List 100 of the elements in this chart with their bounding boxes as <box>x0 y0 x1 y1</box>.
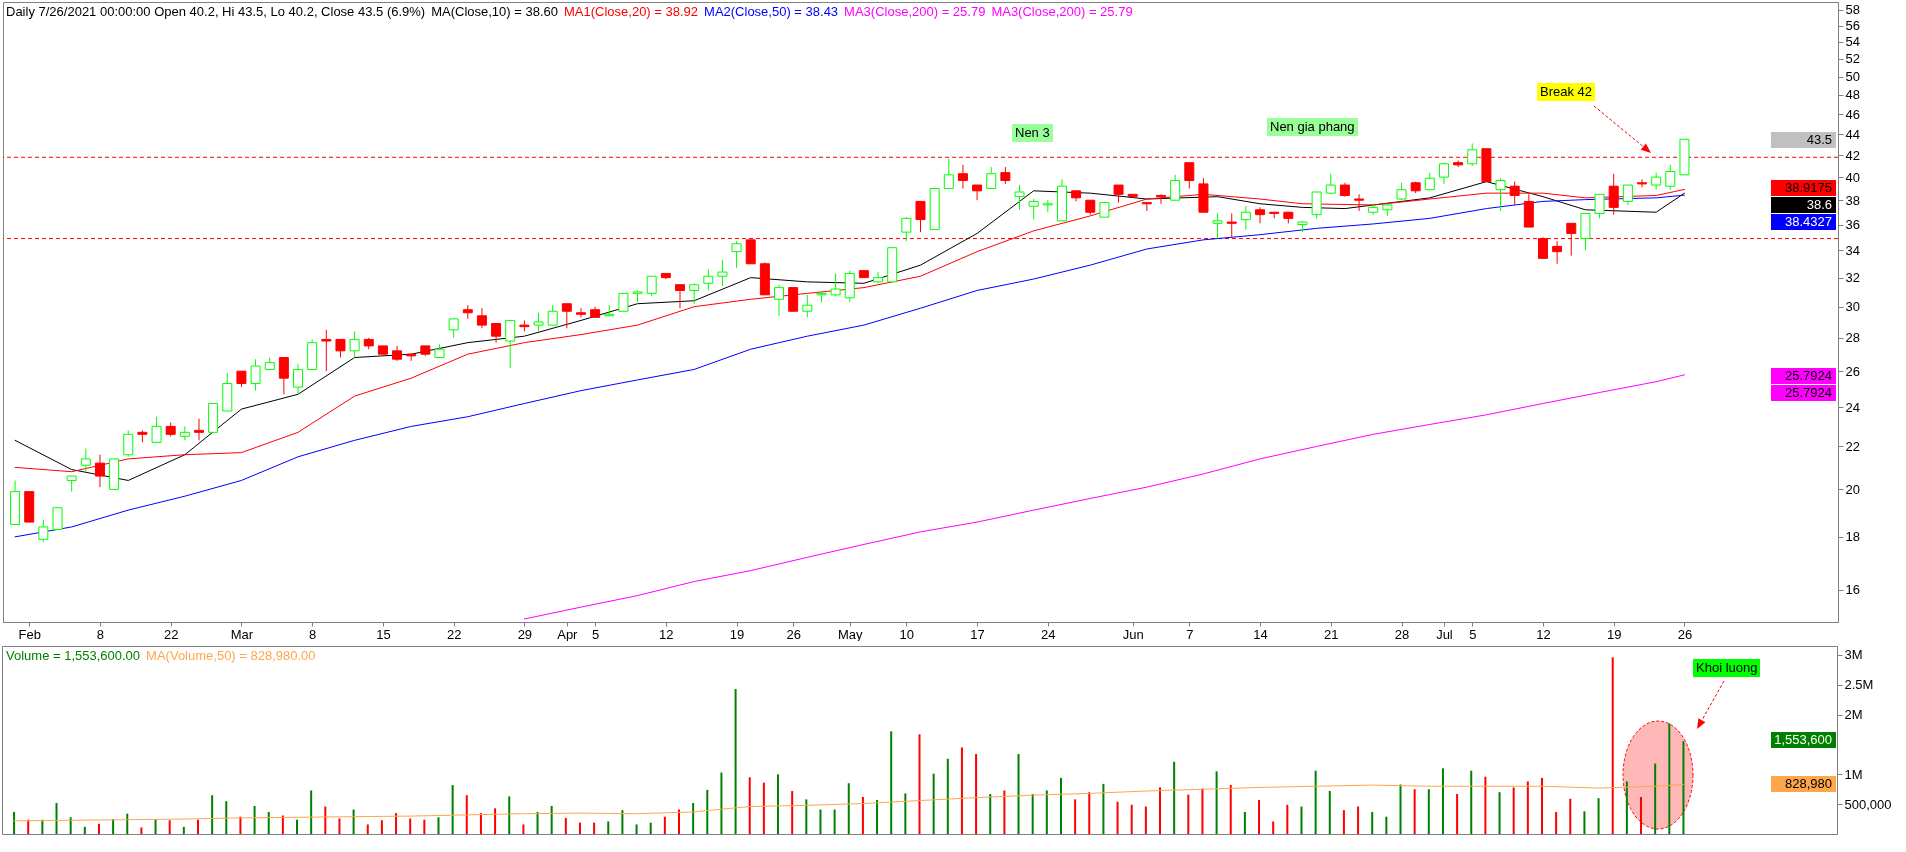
bar <box>1441 768 1444 834</box>
x-tick-label: 19 <box>729 626 745 642</box>
candlestick <box>731 240 742 269</box>
annotation: 1,553,600 <box>1771 732 1836 748</box>
candlestick <box>703 268 714 291</box>
bar <box>904 793 907 834</box>
x-tick-label: 22 <box>446 626 462 642</box>
bar <box>1102 783 1105 834</box>
candlestick <box>151 416 162 443</box>
bar <box>1201 788 1204 834</box>
annotation: 25.7924 <box>1771 385 1836 401</box>
bar <box>946 758 949 834</box>
bar <box>154 819 157 834</box>
bar <box>1059 777 1062 834</box>
x-tick-label: 5 <box>592 626 600 642</box>
candlestick <box>321 329 332 372</box>
annotation: 43.5 <box>1771 132 1836 148</box>
bar <box>649 822 652 834</box>
candlestick <box>476 307 487 329</box>
annotation: Khoi luong <box>1693 659 1761 677</box>
annotation: 25.7924 <box>1771 368 1836 384</box>
bar <box>1003 790 1006 834</box>
bar <box>1569 798 1572 834</box>
bar <box>267 811 270 834</box>
candlestick <box>80 447 91 473</box>
bar <box>706 789 709 834</box>
candlestick <box>1184 162 1195 190</box>
candlestick <box>1240 205 1251 231</box>
candlestick <box>1637 178 1648 188</box>
bar <box>1399 784 1402 834</box>
candlestick <box>1665 164 1676 191</box>
x-tick-label: Apr <box>557 626 579 642</box>
bar <box>578 822 581 834</box>
bar <box>734 688 737 834</box>
y-tick-label: 2M <box>1844 707 1863 723</box>
candlestick <box>1311 191 1322 219</box>
bar <box>1498 792 1501 834</box>
bar <box>960 747 963 834</box>
bar <box>918 734 921 834</box>
bar <box>479 813 482 834</box>
x-tick-label: 24 <box>1041 626 1056 642</box>
candlestick <box>335 338 346 359</box>
annotation: Nen gia phang <box>1267 118 1358 136</box>
y-tick-label: 52 <box>1845 51 1860 67</box>
annotation: Break 42 <box>1537 83 1596 101</box>
x-tick-label: 12 <box>659 626 674 642</box>
candlestick <box>1552 240 1563 265</box>
bar <box>536 811 539 834</box>
text: MA1(Close,20) = 38.92 <box>564 4 699 19</box>
x-tick-label: 22 <box>163 626 179 642</box>
bar <box>27 819 30 834</box>
bar <box>395 813 398 834</box>
bar <box>1371 811 1374 834</box>
bar <box>1215 771 1218 834</box>
candlestick <box>1028 198 1039 221</box>
candlestick <box>788 287 799 312</box>
bar <box>1385 816 1388 834</box>
bar <box>1357 806 1360 834</box>
bar <box>1314 770 1317 834</box>
y-tick-label: 28 <box>1845 330 1860 346</box>
x-tick-label: 21 <box>1324 626 1339 642</box>
bar <box>692 802 695 834</box>
bar <box>1342 810 1345 834</box>
candlestick <box>1212 212 1223 240</box>
bar <box>324 806 327 834</box>
bar <box>635 824 638 834</box>
bar <box>225 801 228 834</box>
bar <box>1088 792 1091 834</box>
candlestick <box>1495 177 1506 212</box>
bar <box>409 818 412 834</box>
bar <box>338 818 341 834</box>
candlestick <box>505 319 516 369</box>
bar <box>352 809 355 834</box>
bar <box>1300 806 1303 834</box>
x-tick-label: 29 <box>517 626 533 642</box>
x-tick-label: 17 <box>970 626 985 642</box>
bar <box>1243 811 1246 834</box>
candlestick <box>193 418 204 441</box>
candlestick <box>349 330 360 359</box>
text: MA3(Close,200) = 25.79 <box>844 4 986 19</box>
y-tick-label: 56 <box>1845 18 1860 34</box>
bar <box>494 808 497 834</box>
bar <box>989 794 992 834</box>
annotation: 38.9175 <box>1771 180 1836 196</box>
candlestick <box>901 216 912 242</box>
candlestick <box>774 284 785 317</box>
bar <box>126 813 129 834</box>
candlestick <box>293 363 304 395</box>
x-tick-label: Feb <box>18 626 41 642</box>
x-tick-label: Mar <box>230 626 254 642</box>
y-tick-label: 16 <box>1845 582 1860 598</box>
bar <box>890 731 893 834</box>
bar <box>1031 794 1034 834</box>
bar <box>720 772 723 834</box>
candlestick <box>448 318 459 339</box>
candlestick <box>123 429 134 458</box>
candlestick <box>1226 212 1237 238</box>
y-tick-label: 30 <box>1845 299 1860 315</box>
annotation: MA3(Close,200) = 25.79 <box>991 4 1133 19</box>
y-tick-label: 34 <box>1845 242 1860 258</box>
